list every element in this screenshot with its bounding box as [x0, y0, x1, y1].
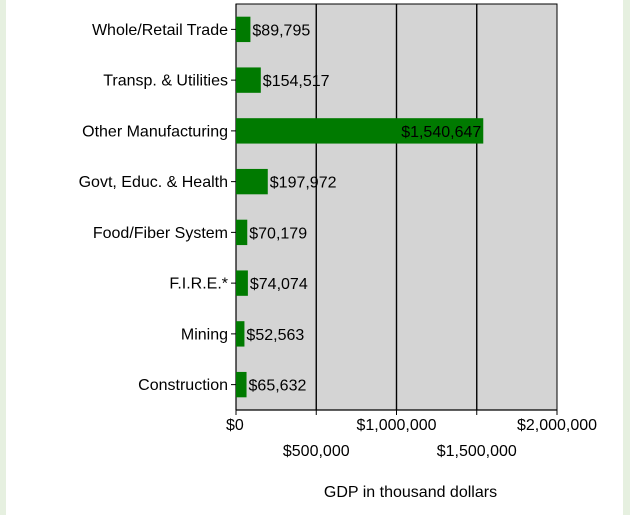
x-tick-label: $0	[226, 417, 244, 434]
data-label: $70,179	[249, 225, 307, 242]
x-tick-label: $2,000,000	[517, 417, 597, 434]
bar	[236, 67, 261, 93]
category-label: Construction	[138, 377, 228, 394]
data-label: $52,563	[246, 327, 304, 344]
x-tick-label: $500,000	[283, 443, 350, 460]
chart-root: Whole/Retail Trade $89,795 Transp. & Utili…	[6, 0, 623, 515]
category-label: Govt, Educ. & Health	[79, 174, 228, 191]
category-label: Mining	[181, 326, 228, 343]
category-label: Transp. & Utilities	[103, 73, 228, 90]
data-label: $1,540,647	[401, 124, 481, 141]
bar	[236, 270, 248, 296]
bar	[236, 16, 251, 43]
gdp-bar-chart: Whole/Retail Trade $89,795 Transp. & Utili…	[79, 3, 597, 501]
x-tick-label: $1,000,000	[356, 417, 436, 434]
bar	[236, 168, 268, 195]
bar	[236, 219, 248, 246]
data-label: $74,074	[250, 276, 308, 293]
category-label: F.I.R.E.*	[169, 276, 228, 293]
bar	[236, 118, 484, 144]
category-label: Food/Fiber System	[93, 225, 228, 242]
data-label: $89,795	[252, 22, 310, 39]
category-label: Other Manufacturing	[82, 123, 228, 140]
x-axis-title: GDP in thousand dollars	[324, 484, 497, 501]
category-label: Whole/Retail Trade	[92, 22, 228, 39]
data-label: $197,972	[270, 175, 337, 192]
data-label: $154,517	[263, 73, 330, 90]
bar	[236, 371, 247, 398]
x-tick-label: $1,500,000	[437, 443, 517, 460]
bar	[236, 321, 245, 347]
data-label: $65,632	[249, 378, 307, 395]
